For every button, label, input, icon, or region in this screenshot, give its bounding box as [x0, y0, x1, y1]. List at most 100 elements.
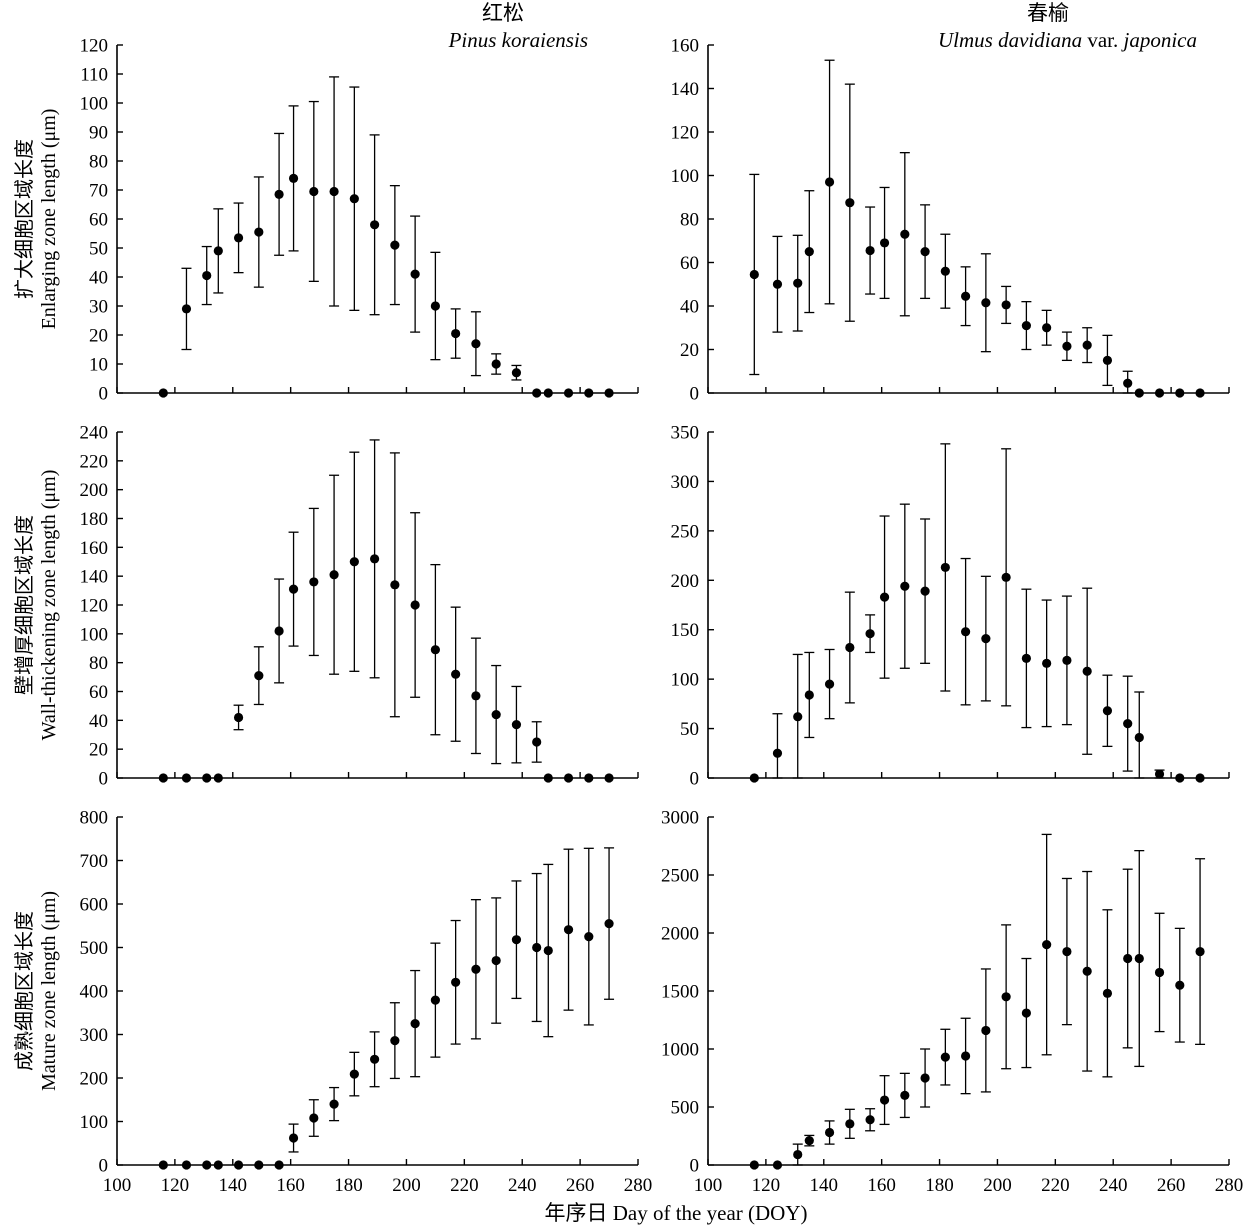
- data-point: [181, 304, 192, 314]
- data-point: [772, 279, 783, 289]
- data-point: [793, 712, 803, 722]
- data-point: [532, 388, 542, 398]
- data-point: [410, 269, 420, 279]
- x-tick-label: 200: [983, 1175, 1012, 1196]
- panel-ud-mature: 0 500 1000 1500 2000 2500 3000 100 120 140 160 180 2…: [661, 808, 1243, 1197]
- x-tick-label: 200: [392, 1175, 421, 1196]
- species-part: Ulmus davidiana: [938, 28, 1082, 52]
- x-tick-label: 120: [752, 1175, 781, 1196]
- data-point: [749, 773, 759, 783]
- data-point: [349, 194, 359, 204]
- data-point: [845, 198, 855, 208]
- y-axis-title-cn: 壁增厚细胞区域长度: [13, 515, 36, 695]
- y-tick-label: 120: [671, 123, 700, 144]
- data-point: [920, 586, 930, 596]
- data-point: [772, 1160, 783, 1170]
- y-tick-label: 0: [690, 384, 700, 405]
- data-point: [1154, 769, 1165, 779]
- y-tick-label: 80: [680, 210, 699, 231]
- data-point: [804, 247, 814, 257]
- data-point: [1195, 388, 1205, 398]
- panel-ud-wall-thickening: 0 50 100 150 200 250 300 350: [671, 423, 1230, 790]
- data-point: [1134, 388, 1144, 398]
- data-point: [900, 229, 910, 239]
- data-point: [158, 773, 168, 783]
- y-tick-label: 100: [671, 166, 700, 187]
- y-tick-label: 400: [80, 982, 109, 1003]
- data-point: [430, 645, 440, 655]
- data-point: [329, 1099, 339, 1109]
- y-tick-label: 20: [680, 340, 699, 361]
- data-point: [1175, 388, 1185, 398]
- data-point: [410, 1019, 420, 1029]
- species-part: Pinus koraiensis: [448, 28, 588, 52]
- data-point: [370, 554, 380, 564]
- data-point: [1062, 946, 1072, 957]
- data-point: [288, 173, 299, 183]
- data-point: [491, 709, 501, 720]
- y-tick-label: 160: [80, 538, 109, 559]
- y-tick-label: 150: [671, 620, 700, 641]
- species-name-left: Pinus koraiensis: [448, 28, 588, 52]
- data-point: [845, 1119, 855, 1129]
- data-point: [879, 238, 890, 248]
- data-point: [1134, 953, 1144, 964]
- data-point: [181, 1160, 192, 1170]
- data-point: [1195, 773, 1205, 783]
- column-title-left: 红松: [482, 1, 524, 25]
- x-tick-label: 220: [1041, 1175, 1070, 1196]
- y-tick-label: 120: [80, 596, 109, 617]
- data-point: [309, 577, 319, 587]
- data-point: [1175, 773, 1185, 783]
- data-point: [865, 1115, 875, 1125]
- data-point: [1062, 341, 1072, 351]
- data-point: [1082, 966, 1092, 976]
- data-point: [804, 690, 814, 700]
- x-axis-title: 年序日 Day of the year (DOY): [544, 1201, 807, 1225]
- y-tick-label: 240: [80, 423, 109, 444]
- y-tick-label: 200: [80, 1069, 109, 1090]
- y-tick-label: 60: [89, 210, 108, 231]
- data-point: [471, 964, 481, 974]
- data-point: [1021, 1008, 1031, 1018]
- data-point: [1102, 706, 1113, 716]
- data-point: [254, 1160, 264, 1170]
- y-tick-label: 3000: [661, 808, 699, 829]
- data-point: [471, 339, 481, 349]
- data-point: [900, 1090, 910, 1100]
- y-tick-label: 0: [690, 1156, 700, 1177]
- y-tick-label: 350: [671, 423, 700, 444]
- data-point: [202, 270, 212, 281]
- data-point: [824, 177, 835, 187]
- data-point: [543, 945, 553, 956]
- y-tick-label: 200: [671, 571, 700, 592]
- data-point: [804, 1136, 814, 1146]
- y-tick-label: 20: [89, 326, 108, 347]
- data-point: [845, 642, 855, 653]
- data-point: [563, 925, 574, 935]
- y-tick-label: 60: [89, 682, 108, 703]
- data-point: [349, 1069, 359, 1079]
- data-point: [961, 1051, 971, 1061]
- data-point: [410, 600, 420, 610]
- data-point: [1082, 666, 1092, 676]
- y-tick-label: 110: [80, 65, 108, 86]
- y-tick-label: 600: [80, 895, 109, 916]
- x-tick-label: 140: [810, 1175, 839, 1196]
- y-tick-label: 160: [671, 36, 700, 57]
- error-bar: [772, 713, 783, 779]
- y-tick-label: 40: [89, 711, 108, 732]
- y-tick-label: 300: [671, 472, 700, 493]
- data-point: [879, 1095, 890, 1105]
- data-point: [584, 388, 594, 398]
- data-point: [961, 291, 971, 301]
- data-point: [158, 1160, 168, 1170]
- y-tick-label: 0: [690, 769, 700, 790]
- y-tick-label: 30: [89, 297, 108, 318]
- data-point: [981, 634, 991, 644]
- data-point: [202, 1160, 212, 1170]
- data-point: [563, 388, 574, 398]
- x-tick-label: 100: [103, 1175, 132, 1196]
- y-tick-label: 20: [89, 740, 108, 761]
- y-tick-label: 250: [671, 521, 700, 542]
